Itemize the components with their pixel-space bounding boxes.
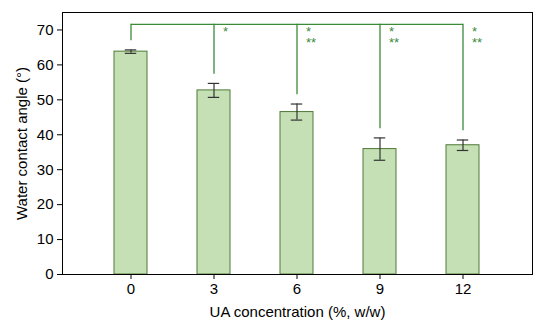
svg-text:0: 0	[127, 280, 135, 297]
svg-text:12: 12	[455, 280, 472, 297]
svg-text:Water contact angle (°): Water contact angle (°)	[13, 67, 30, 220]
svg-text:9: 9	[376, 280, 384, 297]
svg-text:30: 30	[37, 161, 54, 178]
svg-text:0: 0	[45, 265, 53, 282]
svg-text:10: 10	[37, 230, 54, 247]
svg-text:*: *	[223, 24, 228, 39]
svg-text:20: 20	[37, 195, 54, 212]
svg-text:***: ***	[306, 24, 316, 50]
svg-text:70: 70	[37, 21, 54, 38]
svg-text:6: 6	[293, 280, 301, 297]
svg-text:40: 40	[37, 126, 54, 143]
svg-text:UA concentration (%, w/w): UA concentration (%, w/w)	[210, 303, 386, 320]
svg-text:***: ***	[472, 24, 482, 50]
svg-text:3: 3	[210, 280, 218, 297]
svg-text:50: 50	[37, 91, 54, 108]
svg-text:***: ***	[389, 24, 399, 50]
svg-text:60: 60	[37, 56, 54, 73]
